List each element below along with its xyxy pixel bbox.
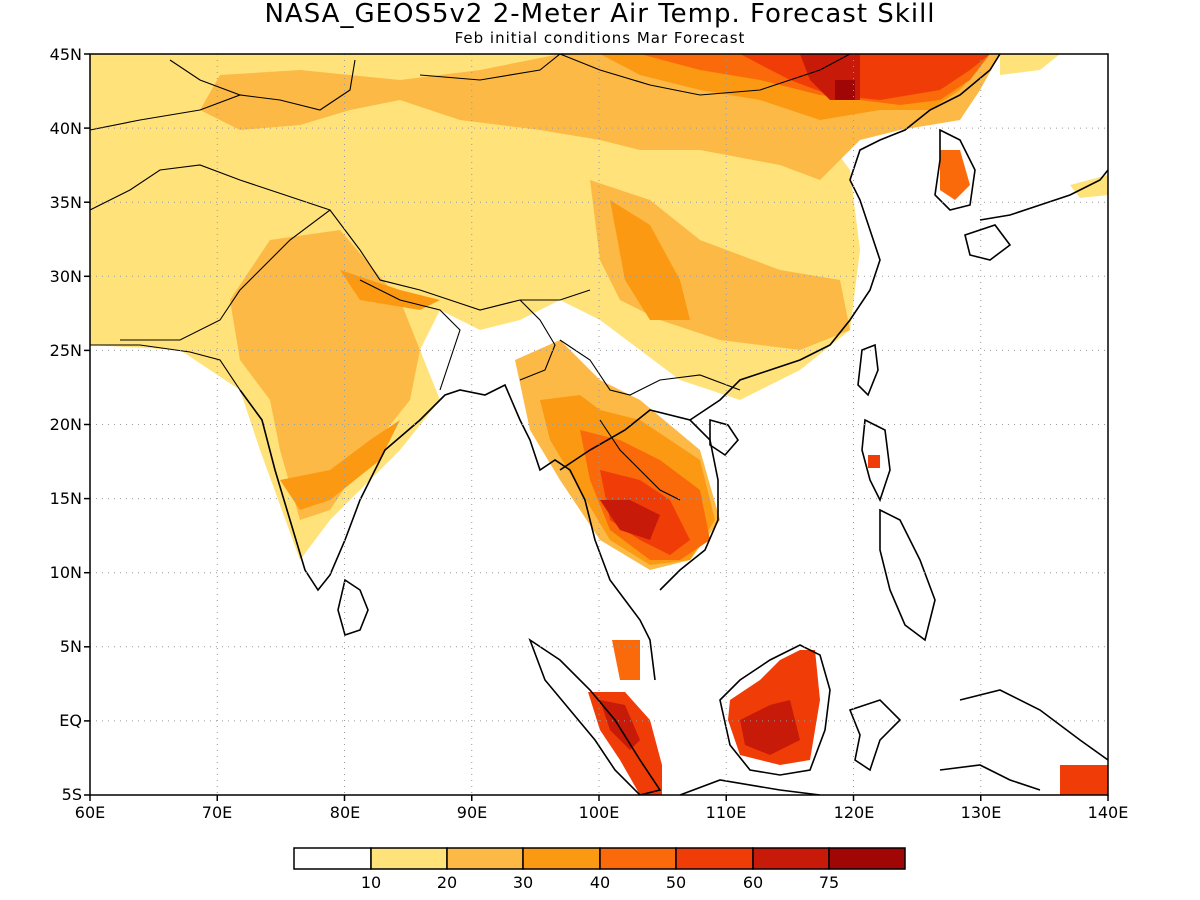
lat-tick-label: 35N xyxy=(50,193,82,212)
lon-tick-label: 90E xyxy=(457,803,487,822)
lat-tick-label: 5S xyxy=(62,785,82,804)
skill-region-red-philippines xyxy=(868,455,880,468)
colorbar-label: 60 xyxy=(743,873,763,892)
skill-region-orange-himalaya xyxy=(340,270,440,310)
colorbar-label: 50 xyxy=(666,873,686,892)
skill-region-red-newguinea xyxy=(1060,765,1108,795)
skill-region-dark-orange-sumatra xyxy=(612,640,640,680)
colorbar-swatch xyxy=(370,847,448,870)
lon-tick-label: 60E xyxy=(75,803,105,822)
coastlines xyxy=(239,54,1108,795)
colorbar-label: 10 xyxy=(361,873,381,892)
lon-tick-label: 140E xyxy=(1088,803,1129,822)
skill-region-dark-orange-korea xyxy=(940,150,970,200)
lat-tick-label: 5N xyxy=(60,637,82,656)
lat-tick-label: 10N xyxy=(50,563,82,582)
map-title: NASA_GEOS5v2 2-Meter Air Temp. Forecast … xyxy=(264,0,936,29)
lat-tick-label: 25N xyxy=(50,341,82,360)
lat-tick-label: 15N xyxy=(50,489,82,508)
lon-tick-label: 130E xyxy=(961,803,1002,822)
lat-axis: 45N 40N 35N 30N 25N 20N 15N 10N 5N EQ 5S xyxy=(50,45,82,804)
lon-tick-label: 120E xyxy=(834,803,875,822)
colorbar-swatch xyxy=(293,847,372,870)
colorbar-label: 75 xyxy=(819,873,839,892)
lon-axis: 60E 70E 80E 90E 100E 110E 120E 130E 140E xyxy=(75,803,1129,822)
country-borders xyxy=(90,54,851,501)
lat-tick-label: 40N xyxy=(50,119,82,138)
colorbar-swatch xyxy=(522,847,601,870)
skill-region-red-north xyxy=(740,54,990,100)
skill-region-orange-china xyxy=(610,200,690,320)
lat-tick-label: 30N xyxy=(50,267,82,286)
lat-tick-label: 45N xyxy=(50,45,82,64)
lat-tick-label: 20N xyxy=(50,415,82,434)
skill-region-orange-yellow-south xyxy=(230,230,420,520)
colorbar-label: 30 xyxy=(513,873,533,892)
skill-region-dark-red-sumatra xyxy=(600,700,640,750)
tick-marks xyxy=(84,53,1109,801)
colorbar-label: 20 xyxy=(437,873,457,892)
colorbar-swatch xyxy=(675,847,754,870)
skill-region-dark-red-seasia xyxy=(600,500,660,540)
lat-tick-label: EQ xyxy=(59,711,82,730)
colorbar-swatch xyxy=(752,847,830,870)
lon-tick-label: 100E xyxy=(579,803,620,822)
skill-fill-layer xyxy=(90,54,1108,795)
lon-tick-label: 110E xyxy=(706,803,747,822)
colorbar-label: 40 xyxy=(590,873,610,892)
skill-region-light-east xyxy=(1000,54,1060,75)
colorbar: 10 20 30 40 50 60 75 xyxy=(293,847,906,892)
skill-region-light-japan xyxy=(1070,175,1108,198)
lon-tick-label: 80E xyxy=(330,803,360,822)
skill-region-dark-red-borneo xyxy=(740,700,800,755)
colorbar-swatch xyxy=(828,847,906,870)
colorbar-swatch xyxy=(599,847,677,870)
lon-tick-label: 70E xyxy=(202,803,232,822)
colorbar-swatch xyxy=(446,847,524,870)
map-subtitle: Feb initial conditions Mar Forecast xyxy=(454,29,746,47)
skill-region-darkest-north xyxy=(835,80,855,100)
skill-region-orange-india xyxy=(280,420,400,510)
